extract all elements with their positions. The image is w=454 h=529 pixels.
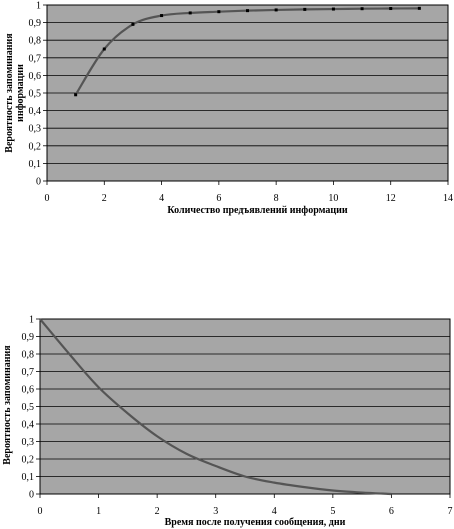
data-point	[389, 7, 393, 11]
x-tick-label: 0	[45, 193, 50, 204]
y-tick-label: 0,8	[22, 350, 35, 361]
y-tick-label: 0,1	[22, 472, 35, 483]
y-tick-label: 1	[29, 315, 34, 326]
data-point	[102, 47, 106, 51]
data-point	[331, 7, 335, 11]
x-tick-label: 6	[216, 193, 221, 204]
data-point	[160, 14, 164, 18]
y-tick-label: 0,5	[29, 89, 42, 100]
data-point	[74, 93, 78, 97]
x-tick-label: 4	[159, 193, 164, 204]
x-tick-label: 2	[155, 506, 160, 517]
y-tick-label: 0,2	[29, 141, 42, 152]
y-tick-label: 0,8	[29, 36, 42, 47]
data-point	[360, 7, 364, 11]
y-tick-label: 0,1	[29, 159, 42, 170]
x-tick-label: 14	[443, 193, 453, 204]
x-axis-label: Количество предъявлений информации	[167, 205, 348, 216]
series-line	[39, 318, 392, 496]
x-tick-label: 10	[328, 193, 338, 204]
y-tick-label: 0,3	[29, 124, 42, 135]
y-tick-label: 0,2	[22, 455, 35, 466]
y-tick-label: 0,3	[22, 437, 35, 448]
data-point	[417, 6, 421, 10]
x-tick-label: 1	[96, 506, 101, 517]
data-point	[188, 11, 192, 15]
y-tick-label: 0,6	[29, 71, 42, 82]
x-tick-label: 12	[386, 193, 396, 204]
y-tick-label: 0,6	[22, 385, 35, 396]
y-tick-label: 0,5	[22, 402, 35, 413]
y-tick-label: 0,9	[29, 18, 42, 29]
x-tick-label: 6	[389, 506, 394, 517]
y-tick-label: 0,9	[22, 332, 35, 343]
x-tick-label: 0	[38, 506, 43, 517]
y-tick-label: 0,4	[22, 420, 35, 431]
data-point	[303, 7, 307, 11]
y-tick-label: 0	[29, 490, 34, 501]
x-axis-label: Время после получения сообщения, дни	[165, 517, 346, 528]
y-tick-label: 1	[36, 1, 41, 12]
y-tick-label: 0,4	[29, 106, 42, 117]
x-tick-label: 5	[330, 506, 335, 517]
x-tick-label: 4	[272, 506, 277, 517]
data-point	[274, 8, 278, 12]
y-axis-label: Вероятность запоминанияинформации	[4, 33, 26, 153]
y-tick-label: 0	[36, 177, 41, 188]
x-tick-label: 2	[102, 193, 107, 204]
y-axis-label: Вероятность запоминания	[2, 345, 13, 465]
data-point	[246, 9, 249, 13]
x-tick-label: 8	[274, 193, 279, 204]
data-point	[217, 10, 221, 14]
data-point	[131, 22, 135, 26]
y-tick-label: 0,7	[29, 53, 42, 64]
x-tick-label: 3	[213, 506, 218, 517]
y-tick-label: 0,7	[22, 367, 35, 378]
chart-memorization-vs-presentations: 00,10,20,30,40,50,60,70,80,910 2 4 6 8 10 12 14…	[4, 1, 453, 217]
x-tick-label: 7	[448, 506, 453, 517]
